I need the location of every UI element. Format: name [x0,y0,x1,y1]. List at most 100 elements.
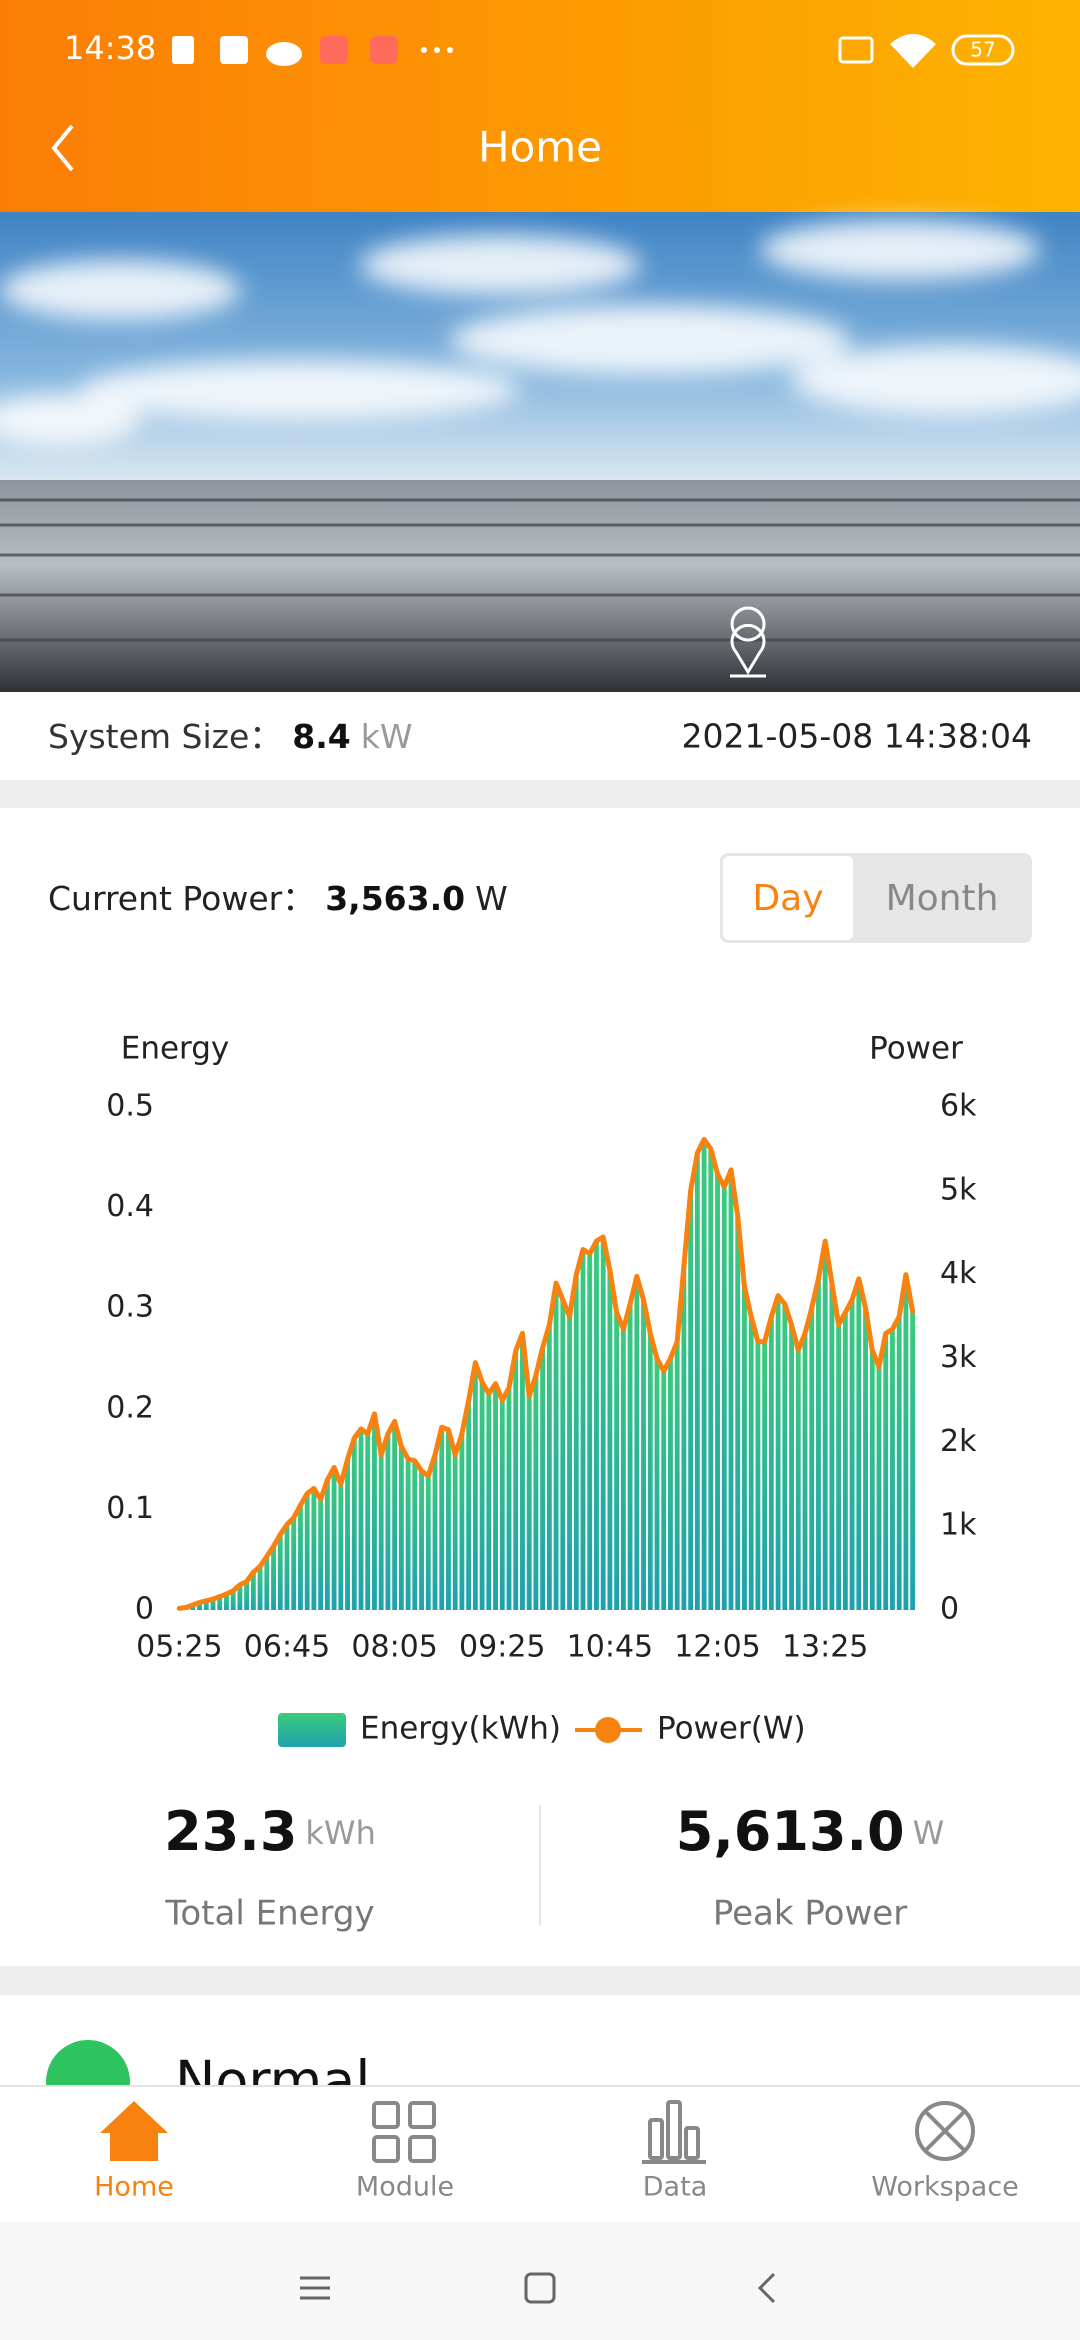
bar [694,1153,700,1610]
bar [910,1311,916,1610]
bar [587,1253,593,1610]
y2-tick-label: 4k [940,1256,977,1291]
legend-label: Energy(kWh) [360,1711,561,1747]
bar [513,1350,519,1610]
back-button[interactable] [51,124,74,172]
bar [459,1433,465,1610]
status-icons [172,34,936,68]
x-tick-label: 13:25 [782,1630,868,1665]
tab-module[interactable]: Module [356,2172,454,2203]
y-tick-label: 0.4 [106,1189,154,1224]
bar [816,1279,821,1610]
bar [654,1358,660,1610]
bar [446,1429,451,1610]
tab-data[interactable]: Data [643,2172,707,2203]
status-time: 14:38 [64,29,156,67]
workspace-icon [915,2101,975,2161]
y2-tick-label: 1k [940,1508,977,1543]
bar [795,1350,801,1610]
bar [896,1316,902,1610]
header [0,0,1080,212]
datetime: 2021-05-08 14:38:04 [682,717,1032,756]
peak-power-unit: W [913,1814,945,1852]
bar [405,1459,411,1610]
bar [594,1240,599,1610]
bar [311,1488,317,1610]
y2-tick-label: 5k [940,1172,977,1207]
bar [782,1304,788,1610]
bar [668,1358,673,1610]
bar [829,1283,835,1610]
toggle-day[interactable]: Day [752,878,823,919]
bar [365,1433,371,1610]
total-energy: 23.3 kWh [164,1800,376,1863]
bar [499,1400,505,1610]
bar [338,1484,344,1610]
y-tick-label: 0.5 [106,1089,154,1124]
bar [836,1325,842,1610]
current-power-unit: W [475,879,508,918]
battery-level: 57 [970,38,995,62]
bar [439,1426,445,1610]
tab-bar [0,2085,1080,2222]
bar [715,1174,720,1610]
bar [345,1459,350,1610]
bar [257,1566,263,1610]
legend-swatch [278,1713,346,1747]
banner-image [0,212,1080,692]
bar [277,1534,283,1610]
bar [298,1505,303,1610]
legend-marker [595,1717,621,1743]
system-size-value: 8.4 [292,717,350,756]
module-icon [372,2101,436,2163]
tab-workspace[interactable]: Workspace [871,2172,1019,2203]
bar [822,1240,828,1610]
bar [890,1329,895,1610]
battery [951,34,1015,66]
peak-power: 5,613.0 W [676,1800,945,1863]
bar [479,1381,485,1610]
total-energy-label: Total Energy [164,1894,374,1934]
bar [378,1455,384,1610]
bar [876,1366,882,1610]
y-tick-label: 0.3 [106,1290,154,1325]
bar [425,1476,431,1610]
bar [580,1249,586,1610]
bar [331,1467,337,1610]
bar [472,1362,478,1610]
bar [742,1287,747,1610]
bar [762,1341,768,1610]
bar [224,1593,229,1610]
divider [0,780,1080,808]
bar [708,1149,714,1610]
bar [620,1329,626,1610]
bar [304,1493,310,1610]
bar [775,1295,781,1610]
bar [647,1333,653,1610]
toggle-month[interactable]: Month [886,878,999,919]
bar [674,1341,680,1610]
bar [627,1304,633,1610]
bar [398,1446,404,1610]
bar [351,1437,357,1610]
bar [768,1316,774,1610]
legend-label: Power(W) [657,1711,806,1747]
system-nav-buttons [300,2272,776,2304]
bar [506,1387,512,1610]
bar [432,1455,438,1610]
bar [641,1300,646,1610]
bar [600,1236,606,1610]
tab-home[interactable]: Home [94,2172,174,2203]
bar [869,1350,875,1610]
bar [493,1383,498,1610]
bar [567,1316,572,1610]
y-tick-label: 0 [135,1592,154,1627]
toggle-selection [723,856,853,940]
line [176,1136,916,1611]
bar [318,1499,324,1610]
bar [291,1517,297,1610]
bar [735,1215,741,1610]
bar [849,1300,855,1610]
